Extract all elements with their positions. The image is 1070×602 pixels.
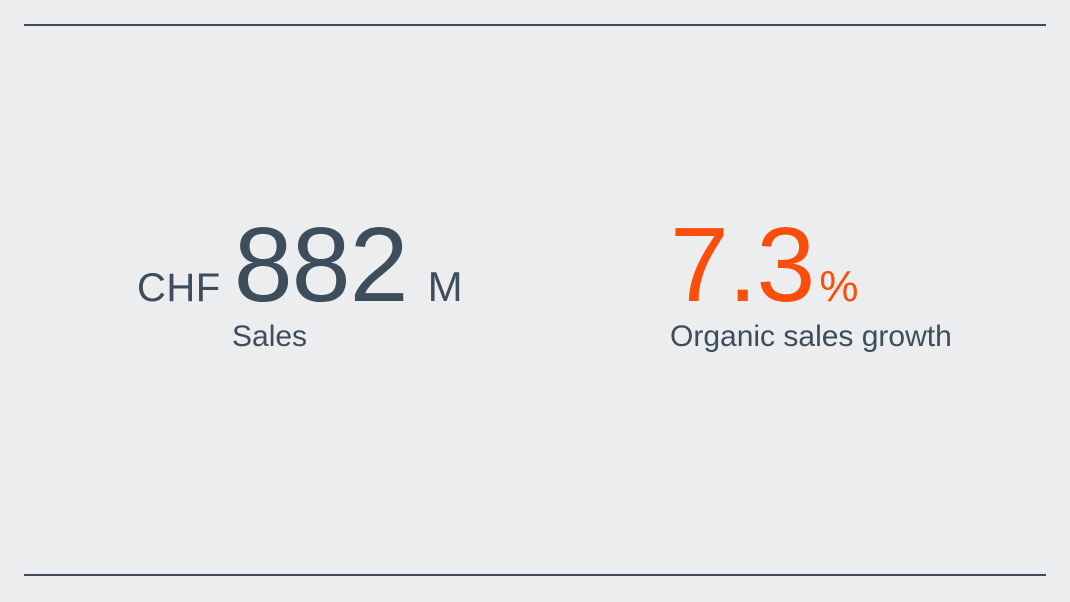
growth-percent-sign: %: [819, 262, 859, 311]
sales-currency-prefix: CHF: [137, 266, 221, 310]
growth-label: Organic sales growth: [670, 320, 952, 353]
stat-organic-sales-growth: 7.3 % Organic sales growth: [670, 212, 952, 353]
stat-sales: CHF 882 M Sales: [137, 212, 463, 353]
growth-value-line: 7.3 %: [670, 212, 952, 318]
growth-value: 7.3: [670, 206, 815, 324]
top-divider: [24, 24, 1046, 26]
bottom-divider: [24, 574, 1046, 576]
sales-label: Sales: [232, 320, 308, 353]
sales-value: 882: [233, 206, 409, 324]
sales-unit: M: [427, 263, 463, 310]
sales-value-line: CHF 882 M: [137, 212, 463, 318]
